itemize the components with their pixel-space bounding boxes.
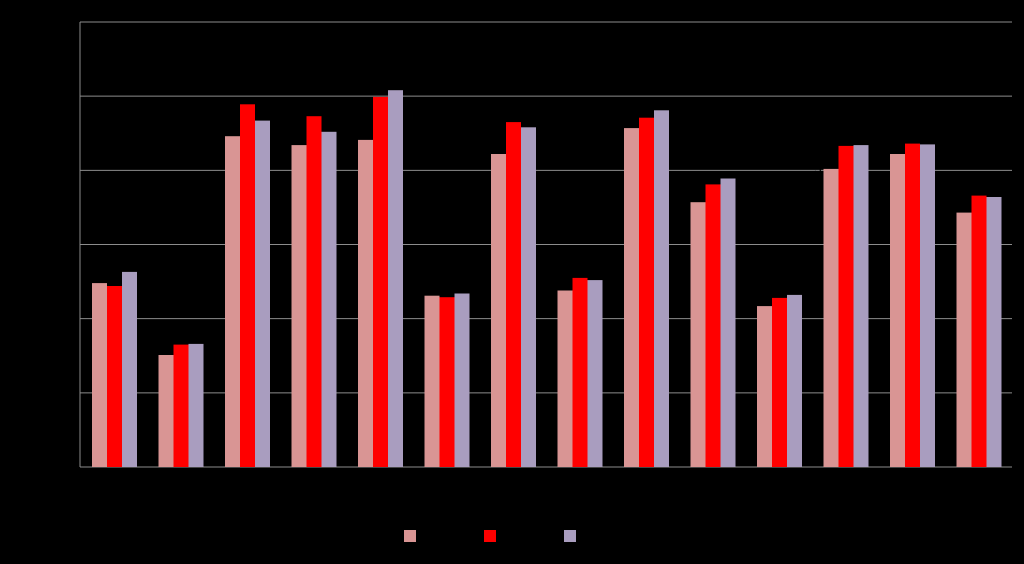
bar — [705, 184, 721, 467]
bar — [321, 131, 337, 468]
bar — [92, 283, 107, 467]
bar — [986, 197, 1002, 467]
data-label: 0 — [947, 205, 954, 220]
bar — [439, 297, 455, 467]
data-labels: 5 3 07 9 2 2 5 0 — [83, 114, 955, 313]
bar — [557, 290, 573, 467]
legend-swatch — [564, 530, 576, 542]
data-label: 3 — [113, 264, 120, 279]
bar — [491, 154, 506, 467]
bar — [373, 96, 388, 468]
bar — [173, 344, 189, 467]
data-label: 5 — [83, 275, 90, 290]
bar — [639, 117, 654, 467]
legend-swatch — [484, 530, 496, 542]
bar — [188, 343, 204, 467]
bar — [225, 136, 240, 467]
bar — [890, 154, 905, 467]
bar — [905, 143, 920, 467]
bar — [757, 306, 772, 467]
bar — [772, 297, 787, 467]
bar — [853, 145, 869, 467]
bar — [255, 120, 270, 467]
data-label: 07 — [408, 288, 422, 303]
bar — [291, 145, 307, 467]
bar — [521, 127, 536, 468]
bar — [158, 355, 174, 467]
legend — [404, 530, 576, 542]
bar — [306, 116, 322, 467]
data-label: 5 — [814, 161, 821, 176]
bar — [572, 277, 588, 467]
legend-swatch — [404, 530, 416, 542]
data-label: 2 — [548, 283, 555, 298]
bar — [358, 139, 373, 467]
bar — [654, 110, 669, 468]
bar — [838, 145, 854, 467]
bar — [506, 122, 521, 467]
bar — [720, 178, 736, 467]
data-label: 2 — [748, 298, 755, 313]
bar — [624, 128, 639, 467]
bar — [454, 293, 470, 467]
bar — [787, 294, 802, 467]
bar — [690, 202, 706, 467]
bar-series — [92, 90, 1002, 468]
bar — [920, 144, 935, 467]
bar — [956, 212, 972, 467]
bar — [122, 271, 137, 467]
bar — [107, 286, 122, 467]
bar — [424, 295, 440, 467]
bar — [971, 195, 987, 467]
bar — [240, 104, 255, 468]
bar — [587, 280, 603, 467]
bar — [823, 168, 839, 467]
data-label: 9 — [497, 114, 504, 129]
bar — [388, 90, 403, 467]
